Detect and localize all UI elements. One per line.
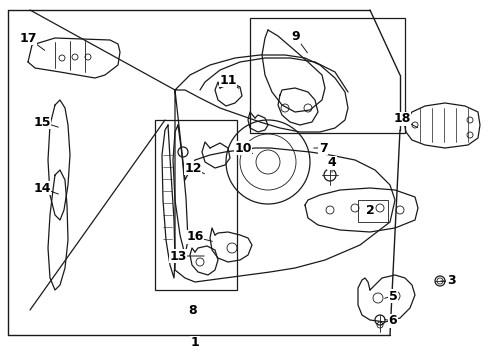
Text: 14: 14 (33, 181, 51, 194)
Text: 12: 12 (184, 162, 202, 175)
Bar (155, 120, 237, 290)
Text: 6: 6 (389, 315, 397, 328)
Text: 4: 4 (328, 157, 336, 170)
Text: 9: 9 (292, 31, 300, 44)
Text: 8: 8 (189, 303, 197, 316)
Text: 3: 3 (447, 274, 455, 288)
Bar (358, 200, 388, 222)
Bar (250, 18, 405, 133)
Text: 5: 5 (389, 289, 397, 302)
Text: 15: 15 (33, 116, 51, 129)
Text: 13: 13 (170, 249, 187, 262)
Text: 7: 7 (318, 141, 327, 154)
Text: 2: 2 (366, 203, 374, 216)
Text: 1: 1 (191, 337, 199, 350)
Text: 10: 10 (234, 141, 252, 154)
Text: 16: 16 (186, 230, 204, 243)
Text: 18: 18 (393, 112, 411, 126)
Text: 17: 17 (19, 31, 37, 45)
Text: 11: 11 (219, 73, 237, 86)
